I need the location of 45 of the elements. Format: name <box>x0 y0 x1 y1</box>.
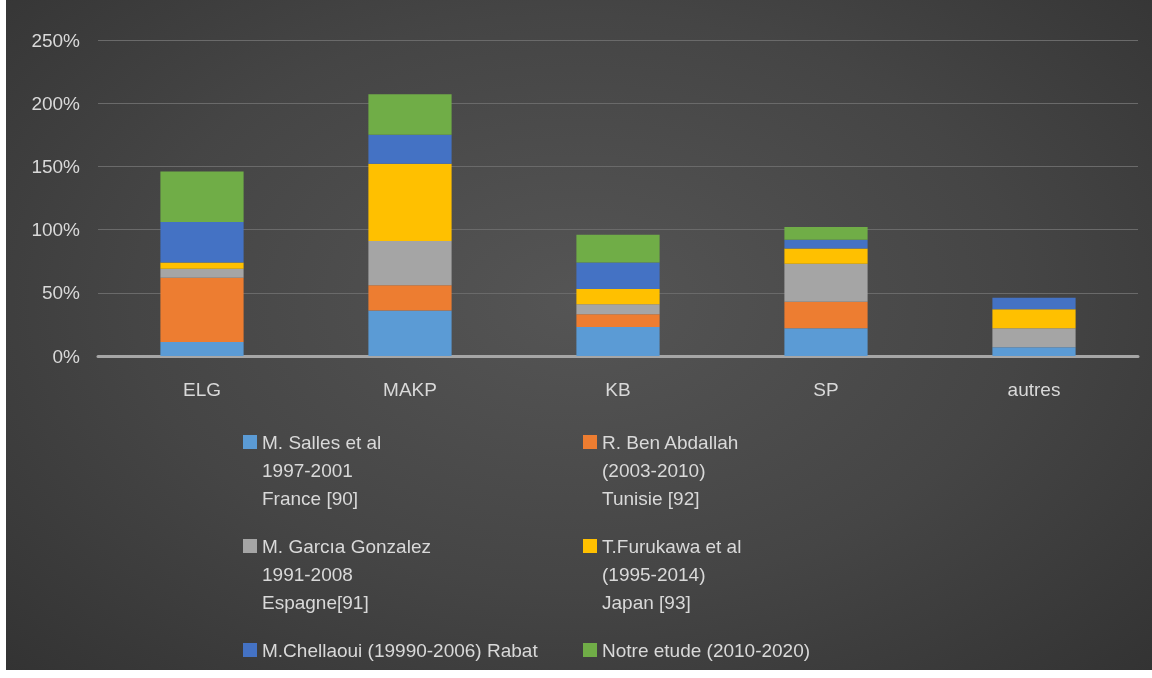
bar <box>784 328 868 356</box>
bar <box>576 326 660 356</box>
y-tick-label: 100% <box>31 219 81 241</box>
bar <box>160 171 244 223</box>
legend-label: Notre etude (2010-2020) <box>602 639 811 661</box>
bar <box>576 262 660 290</box>
bar <box>368 134 452 164</box>
bar <box>576 314 660 327</box>
bar <box>160 342 244 356</box>
legend-label: M.Chellaoui (19990-2006) Rabat <box>262 639 539 661</box>
bar <box>368 240 452 286</box>
bar <box>160 222 244 263</box>
bar <box>368 285 452 311</box>
x-tick-label: SP <box>813 379 839 400</box>
legend-label: M. Salles et al 1997-2001 France [90] <box>262 431 382 509</box>
bar <box>992 347 1076 356</box>
y-tick-label: 50% <box>41 282 81 304</box>
y-tick-label: 0% <box>52 345 81 367</box>
x-tick-label: autres <box>1007 379 1061 400</box>
y-tick-label: 200% <box>31 92 81 114</box>
bar <box>368 163 452 241</box>
legend-label: T.Furukawa et al (1995-2014) Japan [93] <box>602 535 742 613</box>
bar <box>160 277 244 343</box>
bar <box>992 297 1076 310</box>
x-tick-label: ELG <box>182 379 222 400</box>
bar <box>368 310 452 356</box>
bar <box>992 309 1076 329</box>
bar <box>784 227 868 240</box>
bar <box>784 263 868 302</box>
y-tick-label: 250% <box>31 29 81 51</box>
legend-label: R. Ben Abdallah (2003-2010) Tunisie [92] <box>602 431 739 509</box>
bar <box>784 239 868 249</box>
bar <box>576 289 660 305</box>
bar <box>992 328 1076 348</box>
bar <box>576 304 660 315</box>
bar <box>368 94 452 135</box>
x-tick-label: KB <box>605 379 631 400</box>
y-tick-label: 150% <box>31 155 81 177</box>
bar <box>160 262 244 269</box>
bar <box>576 234 660 263</box>
bar <box>160 268 244 278</box>
x-tick-label: MAKP <box>383 379 437 400</box>
legend-label: M. Garcıa Gonzalez 1991-2008 Espagne[91] <box>262 535 431 613</box>
bar <box>784 301 868 329</box>
bar <box>784 248 868 264</box>
